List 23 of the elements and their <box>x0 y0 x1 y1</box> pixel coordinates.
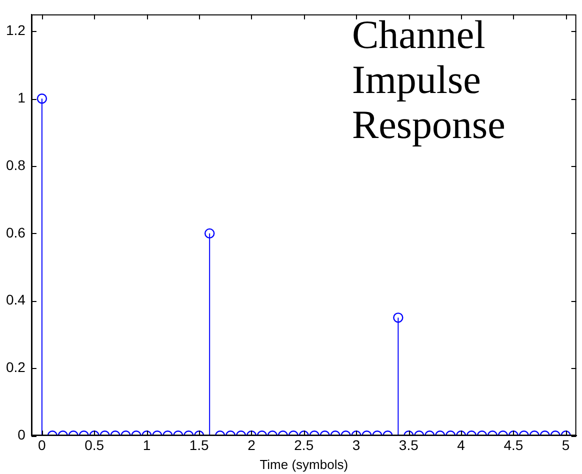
point <box>36 94 48 104</box>
x-tick-label: 0.5 <box>84 436 104 453</box>
x-axis-title: Time (symbols) <box>260 456 348 472</box>
y-tick-label: 0.8 <box>6 156 26 173</box>
y-tick-label: 0 <box>18 426 26 442</box>
x-tick-label: 5 <box>562 436 570 453</box>
x-tick-label: 3.5 <box>398 436 419 453</box>
x-tick-label: 2.5 <box>294 436 314 453</box>
x-tick-label: 4.5 <box>504 436 524 453</box>
x-tick-label: 1.5 <box>189 436 210 453</box>
x-tick-label: 4 <box>457 436 466 453</box>
x-tick-label: 3 <box>352 436 360 453</box>
point <box>204 228 215 239</box>
y-tick-label: 0.4 <box>6 292 26 308</box>
x-tick-label: 0 <box>38 436 46 453</box>
x-tick-label: 2 <box>248 436 256 453</box>
y-tick-label: 0.2 <box>6 359 26 376</box>
annotation: Channel Impulse Response <box>352 12 506 147</box>
y-tick-label: 1.2 <box>6 22 26 38</box>
y-tick-label: 1 <box>18 90 26 106</box>
x-tick-label: 1 <box>142 436 151 453</box>
point <box>393 312 404 323</box>
y-tick-label: 0.6 <box>6 224 26 240</box>
